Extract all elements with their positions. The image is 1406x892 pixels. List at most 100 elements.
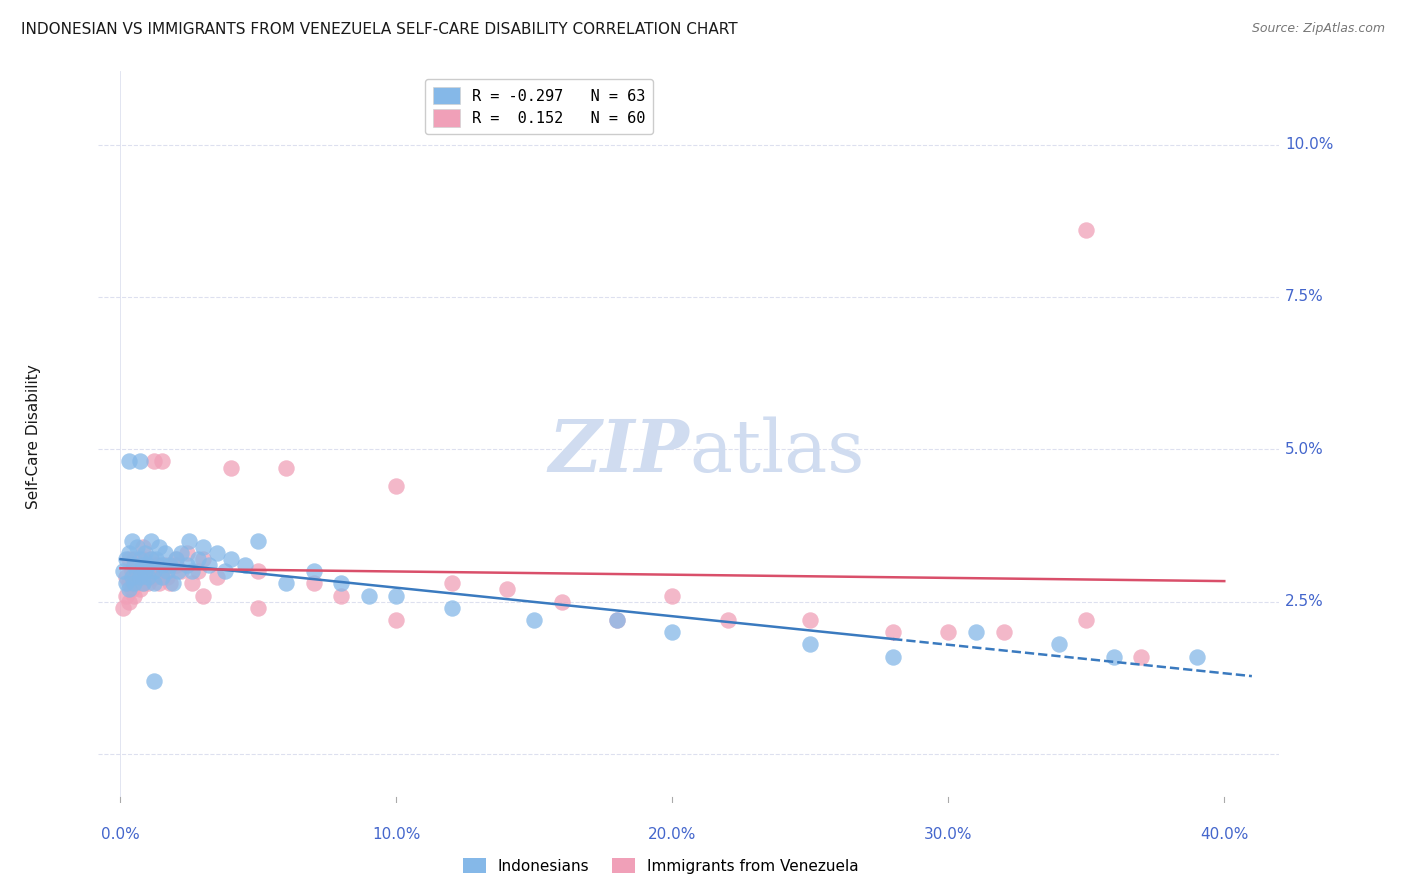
Point xyxy=(162,576,184,591)
Point xyxy=(142,570,165,584)
Point xyxy=(136,576,159,591)
Point xyxy=(128,454,150,468)
Point xyxy=(128,552,150,566)
Text: Self-Care Disability: Self-Care Disability xyxy=(25,365,41,509)
Point xyxy=(176,546,198,560)
Point xyxy=(181,576,204,591)
Point xyxy=(134,546,156,560)
Text: 7.5%: 7.5% xyxy=(1285,289,1323,304)
Text: 30.0%: 30.0% xyxy=(924,827,973,842)
Point xyxy=(139,533,162,548)
Point xyxy=(124,552,146,566)
Point xyxy=(121,533,143,548)
Point xyxy=(523,613,546,627)
Point xyxy=(124,589,146,603)
Point xyxy=(1185,649,1208,664)
Point xyxy=(385,613,408,627)
Point xyxy=(131,576,153,591)
Point xyxy=(118,546,141,560)
Point xyxy=(385,589,408,603)
Point xyxy=(142,673,165,688)
Point xyxy=(136,558,159,573)
Point xyxy=(128,582,150,597)
Point xyxy=(131,540,153,554)
Point xyxy=(385,479,408,493)
Point xyxy=(193,552,215,566)
Text: 0.0%: 0.0% xyxy=(101,827,139,842)
Point xyxy=(193,589,215,603)
Point xyxy=(165,552,187,566)
Point xyxy=(661,625,683,640)
Point xyxy=(882,649,904,664)
Point xyxy=(128,570,150,584)
Point xyxy=(198,558,221,573)
Point xyxy=(357,589,380,603)
Point xyxy=(156,570,179,584)
Point xyxy=(219,460,242,475)
Point xyxy=(551,594,574,608)
Point xyxy=(330,589,353,603)
Point xyxy=(118,582,141,597)
Point xyxy=(302,564,325,578)
Point xyxy=(145,558,167,573)
Point xyxy=(247,600,270,615)
Point xyxy=(661,589,683,603)
Point xyxy=(330,576,353,591)
Point xyxy=(993,625,1015,640)
Point xyxy=(219,552,242,566)
Point xyxy=(131,552,153,566)
Point xyxy=(115,552,138,566)
Point xyxy=(145,552,167,566)
Point xyxy=(247,533,270,548)
Legend: R = -0.297   N = 63, R =  0.152   N = 60: R = -0.297 N = 63, R = 0.152 N = 60 xyxy=(425,79,654,134)
Point xyxy=(1130,649,1153,664)
Text: ZIP: ZIP xyxy=(548,417,689,487)
Point xyxy=(121,564,143,578)
Point xyxy=(799,613,821,627)
Text: 40.0%: 40.0% xyxy=(1201,827,1249,842)
Point xyxy=(125,558,148,573)
Point xyxy=(118,454,141,468)
Text: 20.0%: 20.0% xyxy=(648,827,696,842)
Text: 2.5%: 2.5% xyxy=(1285,594,1323,609)
Point xyxy=(112,600,135,615)
Point xyxy=(495,582,517,597)
Point xyxy=(159,558,181,573)
Point xyxy=(233,558,256,573)
Text: Source: ZipAtlas.com: Source: ZipAtlas.com xyxy=(1251,22,1385,36)
Point xyxy=(936,625,959,640)
Point xyxy=(124,576,146,591)
Text: INDONESIAN VS IMMIGRANTS FROM VENEZUELA SELF-CARE DISABILITY CORRELATION CHART: INDONESIAN VS IMMIGRANTS FROM VENEZUELA … xyxy=(21,22,738,37)
Point xyxy=(150,564,173,578)
Point xyxy=(121,582,143,597)
Point xyxy=(125,540,148,554)
Point xyxy=(606,613,628,627)
Point xyxy=(440,576,463,591)
Point xyxy=(115,589,138,603)
Point xyxy=(799,637,821,651)
Point xyxy=(440,600,463,615)
Text: 10.0%: 10.0% xyxy=(1285,137,1333,152)
Point xyxy=(118,552,141,566)
Point xyxy=(181,564,204,578)
Point xyxy=(148,576,170,591)
Point xyxy=(121,570,143,584)
Point xyxy=(125,564,148,578)
Point xyxy=(136,564,159,578)
Point xyxy=(165,558,187,573)
Point xyxy=(1076,223,1098,237)
Point xyxy=(131,558,153,573)
Point xyxy=(1076,613,1098,627)
Point xyxy=(170,546,193,560)
Text: 10.0%: 10.0% xyxy=(373,827,420,842)
Point xyxy=(170,564,193,578)
Point xyxy=(214,564,236,578)
Point xyxy=(134,570,156,584)
Point xyxy=(153,546,176,560)
Point xyxy=(274,576,297,591)
Point xyxy=(1102,649,1125,664)
Point xyxy=(179,533,201,548)
Point xyxy=(148,540,170,554)
Point xyxy=(156,564,179,578)
Point xyxy=(142,576,165,591)
